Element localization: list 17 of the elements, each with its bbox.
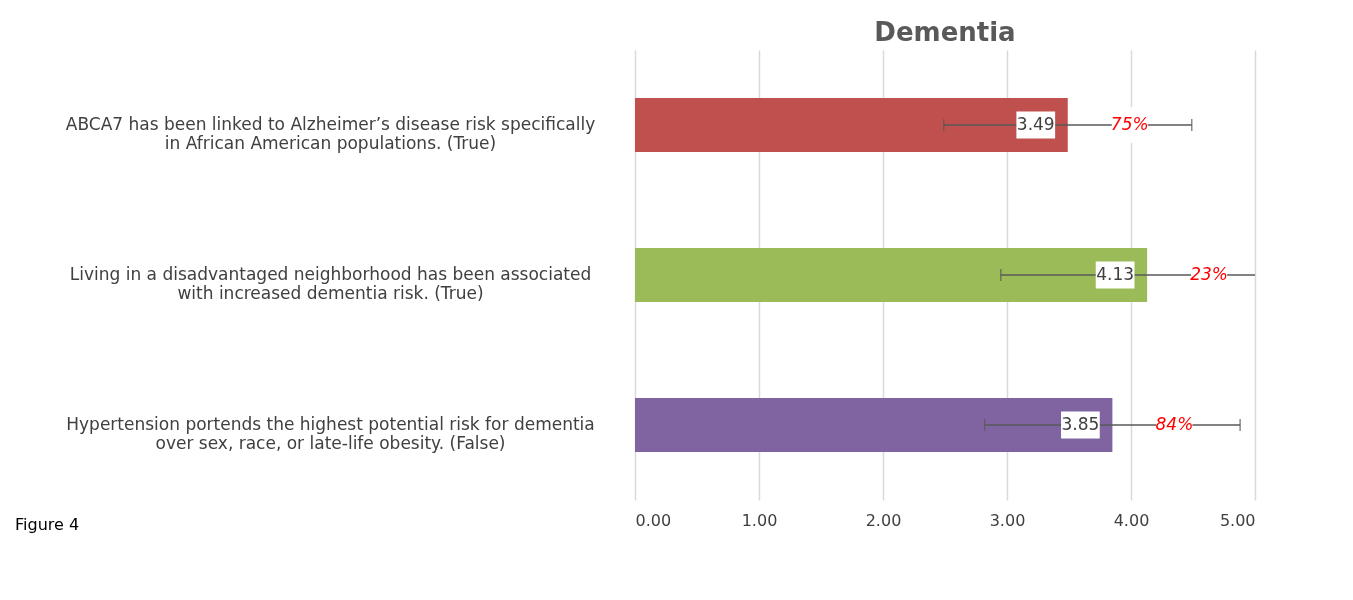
x-tick-label: 3.00 [989, 510, 1026, 530]
y-tick-label: ABCA7 has been linked to Alzheimer’s disease risk specifically in African American populations. (True) [65, 114, 596, 153]
chart-title: Dementia [874, 17, 1016, 47]
x-tick-label: 4.00 [1113, 510, 1150, 530]
y-tick-label: Hypertension portends the highest potential risk for dementia over sex, race, or late-life obesity. (False) [66, 414, 595, 453]
data-label: 4.13 [1096, 264, 1135, 284]
x-tick-label: 0.00 [635, 510, 672, 530]
annotation: 75% [1110, 114, 1149, 134]
annotation: 84% [1155, 414, 1194, 434]
y-tick-label: Living in a disadvantaged neighborhood has been associated with increased dementia risk. (True) [69, 264, 592, 303]
annotation: 23% [1190, 264, 1229, 284]
x-tick-label: 5.00 [1219, 510, 1256, 530]
data-label: 3.49 [1016, 114, 1055, 134]
caption: Figure 4 [15, 515, 80, 534]
x-tick-label: 1.00 [741, 510, 778, 530]
data-label: 3.85 [1061, 414, 1100, 434]
x-tick-label: 2.00 [865, 510, 902, 530]
